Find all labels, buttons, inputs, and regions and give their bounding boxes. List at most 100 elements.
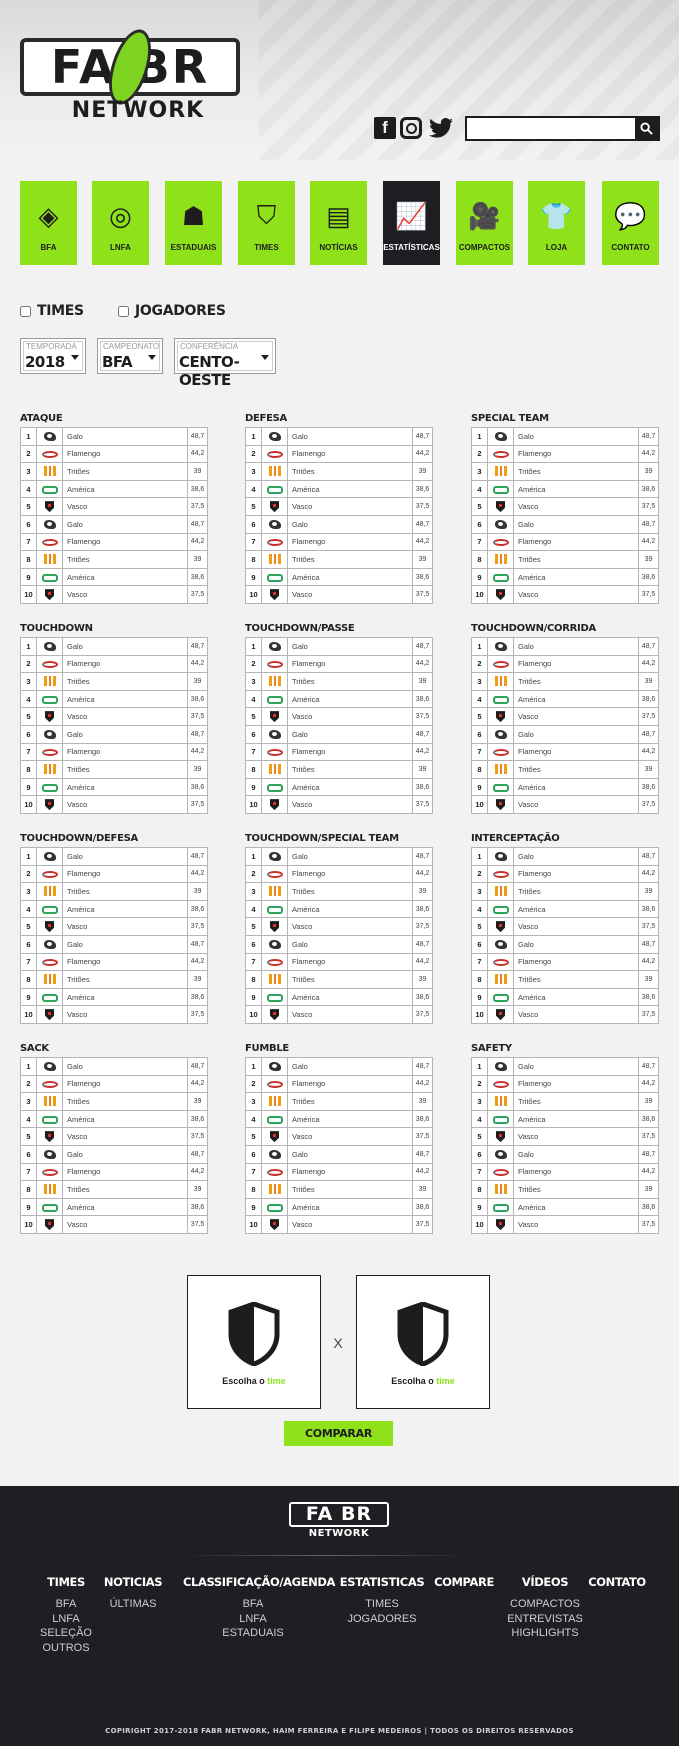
nav-item-loja[interactable]: 👕 LOJA bbox=[528, 181, 585, 265]
table-row[interactable]: 9 América 38,6 bbox=[471, 567, 659, 587]
table-row[interactable]: 8 Tritões 39 bbox=[245, 760, 433, 779]
nav-item-estaduais[interactable]: ☗ ESTADUAIS bbox=[165, 181, 222, 265]
table-row[interactable]: 9 América 38,6 bbox=[471, 777, 659, 797]
table-row[interactable]: 2 Flamengo 44,2 bbox=[471, 864, 659, 884]
table-row[interactable]: 4 América 38,6 bbox=[471, 479, 659, 499]
table-row[interactable]: 9 América 38,6 bbox=[471, 987, 659, 1007]
table-row[interactable]: 10 Vasco 37,5 bbox=[245, 1215, 433, 1234]
conferencia-select[interactable]: CONFERÊNCIA CENTO-OESTE bbox=[174, 338, 276, 389]
table-row[interactable]: 1 Galo 48,7 bbox=[471, 427, 659, 446]
times-checkbox-input[interactable] bbox=[20, 305, 31, 317]
jogadores-checkbox[interactable]: JOGADORES bbox=[118, 299, 226, 323]
table-row[interactable]: 3 Tritões 39 bbox=[471, 672, 659, 691]
team-picker-left[interactable]: Escolha o time bbox=[187, 1275, 321, 1409]
table-row[interactable]: 10 Vasco 37,5 bbox=[471, 585, 659, 604]
table-row[interactable]: 7 Flamengo 44,2 bbox=[471, 1162, 659, 1182]
table-row[interactable]: 1 Galo 48,7 bbox=[20, 637, 208, 656]
footer-column-title[interactable]: COMPARE bbox=[434, 1575, 494, 1589]
table-row[interactable]: 8 Tritões 39 bbox=[471, 1180, 659, 1199]
table-row[interactable]: 1 Galo 48,7 bbox=[471, 1057, 659, 1076]
table-row[interactable]: 2 Flamengo 44,2 bbox=[471, 1074, 659, 1094]
table-row[interactable]: 6 Galo 48,7 bbox=[245, 724, 433, 744]
table-row[interactable]: 10 Vasco 37,5 bbox=[20, 1005, 208, 1024]
table-row[interactable]: 2 Flamengo 44,2 bbox=[245, 864, 433, 884]
nav-item-contato[interactable]: 💬 CONTATO bbox=[602, 181, 659, 265]
table-row[interactable]: 6 Galo 48,7 bbox=[20, 724, 208, 744]
table-row[interactable]: 3 Tritões 39 bbox=[20, 462, 208, 481]
table-row[interactable]: 7 Flamengo 44,2 bbox=[245, 1162, 433, 1182]
table-row[interactable]: 7 Flamengo 44,2 bbox=[471, 532, 659, 552]
table-row[interactable]: 6 Galo 48,7 bbox=[20, 934, 208, 954]
table-row[interactable]: 3 Tritões 39 bbox=[471, 462, 659, 481]
nav-item-lnfa[interactable]: ◎ LNFA bbox=[92, 181, 149, 265]
table-row[interactable]: 6 Galo 48,7 bbox=[245, 514, 433, 534]
table-row[interactable]: 7 Flamengo 44,2 bbox=[471, 952, 659, 972]
footer-column-title[interactable]: CLASSIFICAÇÃO/AGENDA bbox=[183, 1575, 336, 1589]
footer-link[interactable]: HIGHLIGHTS bbox=[511, 1627, 579, 1639]
nav-item-times[interactable]: ⛉ TIMES bbox=[238, 181, 295, 265]
table-row[interactable]: 2 Flamengo 44,2 bbox=[20, 444, 208, 464]
table-row[interactable]: 7 Flamengo 44,2 bbox=[471, 742, 659, 762]
table-row[interactable]: 4 América 38,6 bbox=[20, 899, 208, 919]
footer-link[interactable]: LNFA bbox=[239, 1612, 267, 1625]
table-row[interactable]: 3 Tritões 39 bbox=[20, 1092, 208, 1111]
nav-item-estatisticas[interactable]: 📈 ESTATÍSTICAS bbox=[383, 181, 440, 265]
table-row[interactable]: 8 Tritões 39 bbox=[245, 550, 433, 569]
table-row[interactable]: 10 Vasco 37,5 bbox=[20, 1215, 208, 1234]
table-row[interactable]: 5 Vasco 37,5 bbox=[245, 917, 433, 936]
table-row[interactable]: 6 Galo 48,7 bbox=[245, 934, 433, 954]
table-row[interactable]: 7 Flamengo 44,2 bbox=[20, 742, 208, 762]
footer-logo[interactable]: FA BR NETWORK bbox=[289, 1502, 389, 1544]
table-row[interactable]: 10 Vasco 37,5 bbox=[245, 1005, 433, 1024]
nav-item-bfa[interactable]: ◈ BFA bbox=[20, 181, 77, 265]
table-row[interactable]: 9 América 38,6 bbox=[245, 777, 433, 797]
table-row[interactable]: 2 Flamengo 44,2 bbox=[471, 654, 659, 674]
table-row[interactable]: 2 Flamengo 44,2 bbox=[471, 444, 659, 464]
table-row[interactable]: 6 Galo 48,7 bbox=[471, 1144, 659, 1164]
footer-column-title[interactable]: ESTATISTICAS bbox=[339, 1575, 425, 1589]
table-row[interactable]: 8 Tritões 39 bbox=[20, 970, 208, 989]
table-row[interactable]: 8 Tritões 39 bbox=[20, 1180, 208, 1199]
temporada-select[interactable]: TEMPORADA 2018 bbox=[20, 338, 86, 374]
table-row[interactable]: 8 Tritões 39 bbox=[471, 550, 659, 569]
footer-column-title[interactable]: TIMES bbox=[47, 1575, 85, 1589]
table-row[interactable]: 2 Flamengo 44,2 bbox=[245, 1074, 433, 1094]
table-row[interactable]: 5 Vasco 37,5 bbox=[471, 1127, 659, 1146]
table-row[interactable]: 3 Tritões 39 bbox=[20, 882, 208, 901]
table-row[interactable]: 4 América 38,6 bbox=[245, 479, 433, 499]
table-row[interactable]: 4 América 38,6 bbox=[245, 899, 433, 919]
table-row[interactable]: 7 Flamengo 44,2 bbox=[20, 1162, 208, 1182]
footer-link[interactable]: COMPACTOS bbox=[510, 1598, 580, 1610]
table-row[interactable]: 2 Flamengo 44,2 bbox=[20, 864, 208, 884]
table-row[interactable]: 3 Tritões 39 bbox=[245, 672, 433, 691]
table-row[interactable]: 8 Tritões 39 bbox=[20, 550, 208, 569]
table-row[interactable]: 9 América 38,6 bbox=[20, 987, 208, 1007]
table-row[interactable]: 6 Galo 48,7 bbox=[245, 1144, 433, 1164]
table-row[interactable]: 3 Tritões 39 bbox=[20, 672, 208, 691]
twitter-icon[interactable] bbox=[428, 117, 454, 139]
table-row[interactable]: 7 Flamengo 44,2 bbox=[20, 952, 208, 972]
nav-item-compactos[interactable]: 🎥 COMPACTOS bbox=[456, 181, 513, 265]
table-row[interactable]: 1 Galo 48,7 bbox=[245, 1057, 433, 1076]
table-row[interactable]: 3 Tritões 39 bbox=[471, 882, 659, 901]
footer-column-title[interactable]: NOTICIAS bbox=[103, 1575, 163, 1589]
table-row[interactable]: 2 Flamengo 44,2 bbox=[20, 1074, 208, 1094]
table-row[interactable]: 4 América 38,6 bbox=[471, 899, 659, 919]
instagram-icon[interactable] bbox=[400, 117, 422, 139]
table-row[interactable]: 4 América 38,6 bbox=[471, 1109, 659, 1129]
table-row[interactable]: 5 Vasco 37,5 bbox=[20, 917, 208, 936]
table-row[interactable]: 3 Tritões 39 bbox=[245, 462, 433, 481]
footer-column-title[interactable]: CONTATO bbox=[588, 1575, 646, 1589]
footer-link[interactable]: ÚLTIMAS bbox=[109, 1598, 157, 1610]
table-row[interactable]: 4 América 38,6 bbox=[245, 689, 433, 709]
table-row[interactable]: 10 Vasco 37,5 bbox=[471, 1215, 659, 1234]
table-row[interactable]: 8 Tritões 39 bbox=[245, 1180, 433, 1199]
table-row[interactable]: 7 Flamengo 44,2 bbox=[245, 532, 433, 552]
table-row[interactable]: 3 Tritões 39 bbox=[471, 1092, 659, 1111]
table-row[interactable]: 9 América 38,6 bbox=[245, 567, 433, 587]
table-row[interactable]: 2 Flamengo 44,2 bbox=[245, 654, 433, 674]
search-button[interactable] bbox=[635, 118, 658, 139]
table-row[interactable]: 8 Tritões 39 bbox=[471, 970, 659, 989]
team-picker-right[interactable]: Escolha o time bbox=[356, 1275, 490, 1409]
table-row[interactable]: 7 Flamengo 44,2 bbox=[245, 952, 433, 972]
